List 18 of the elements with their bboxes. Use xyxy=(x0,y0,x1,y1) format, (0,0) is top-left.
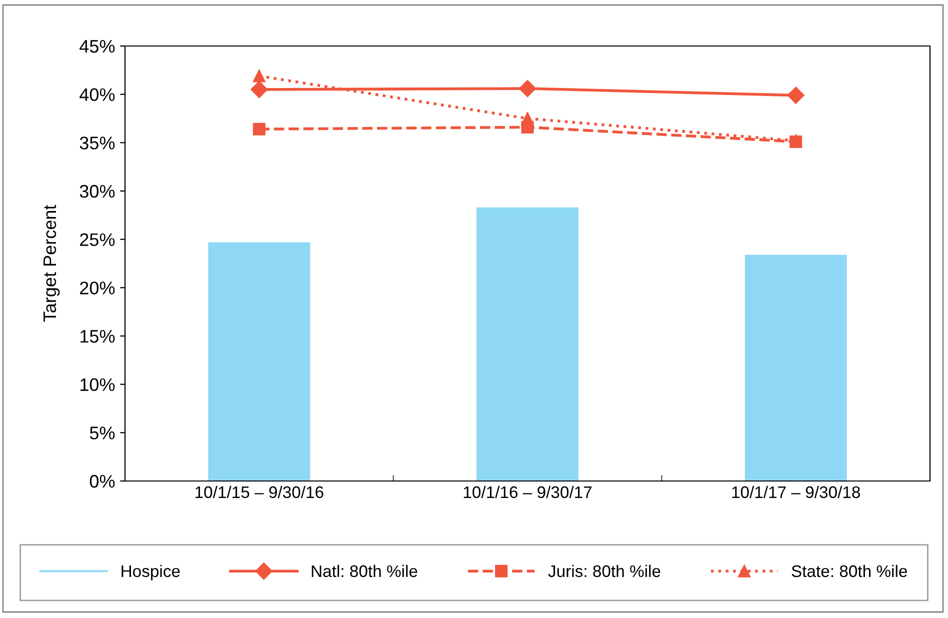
x-tick-label: 10/1/16 – 9/30/17 xyxy=(464,486,592,498)
y-tick-label: 20% xyxy=(80,282,115,294)
y-axis-title: Target Percent xyxy=(44,204,60,322)
y-tick-label: 0% xyxy=(90,474,115,488)
legend-label: Juris: 80th %ile xyxy=(548,564,660,578)
x-tick-label: 10/1/17 – 9/30/18 xyxy=(732,486,860,498)
x-tick-label: 10/1/15 – 9/30/16 xyxy=(196,486,324,498)
y-tick-label: 40% xyxy=(80,88,115,102)
legend-label: State: 80th %ile xyxy=(792,564,907,578)
legend-label: Hospice xyxy=(122,564,180,580)
y-tick-label: 30% xyxy=(80,184,115,198)
y-tick-label: 25% xyxy=(80,233,115,246)
legend-label: Natl: 80th %ile xyxy=(312,564,418,578)
y-tick-label: 35% xyxy=(80,136,115,150)
y-tick-label: 15% xyxy=(80,330,115,343)
y-tick-label: 10% xyxy=(80,378,115,392)
y-tick-label: 5% xyxy=(90,426,115,440)
y-tick-label: 45% xyxy=(80,40,115,53)
